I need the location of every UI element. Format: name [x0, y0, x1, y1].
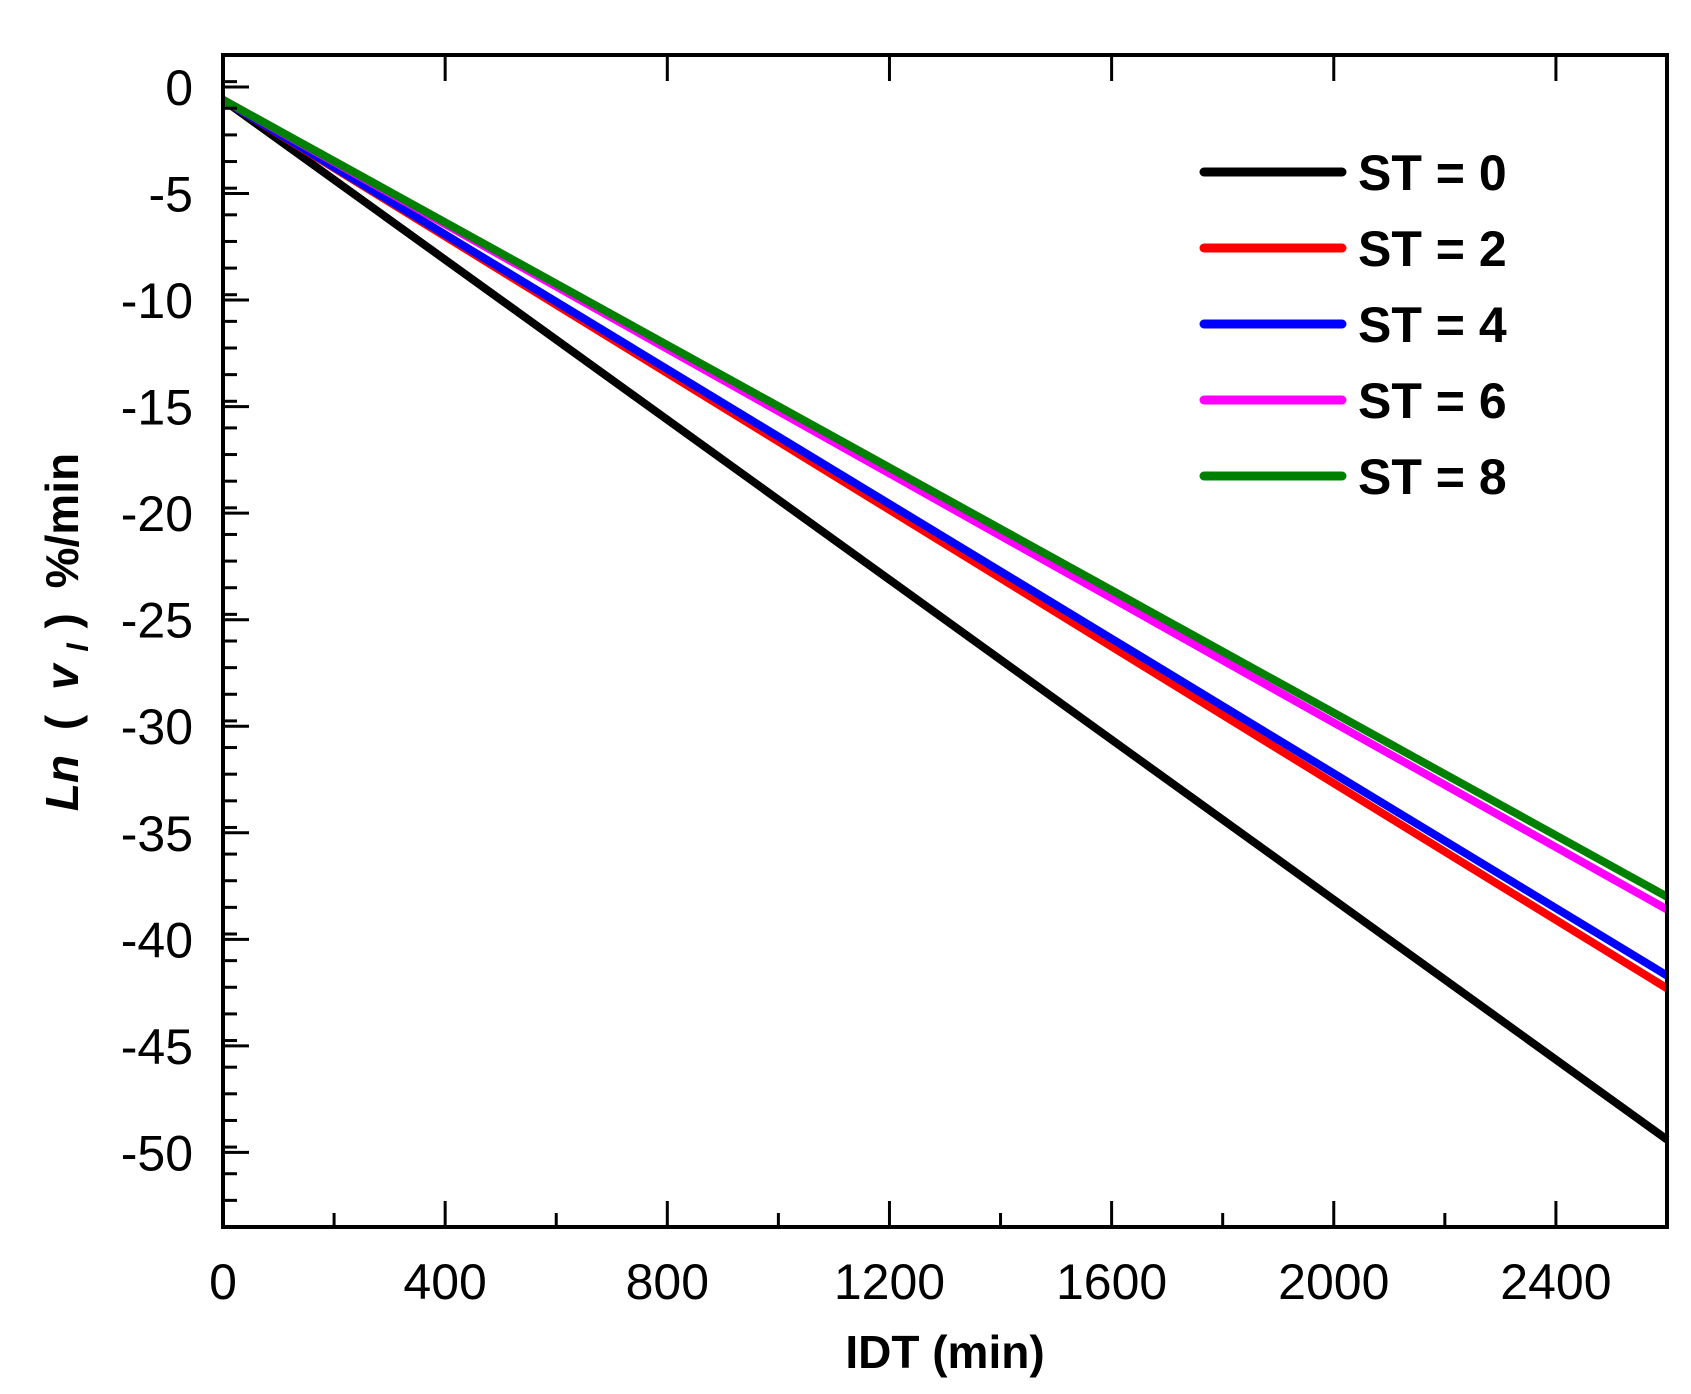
- y-tick-label: -30: [121, 699, 193, 755]
- legend-label-3: ST = 6: [1358, 373, 1507, 429]
- y-axis-title-var: v: [36, 662, 88, 690]
- y-tick-label: -15: [121, 380, 193, 436]
- x-tick-label: 2000: [1278, 1254, 1389, 1310]
- y-tick-label: -50: [121, 1125, 193, 1181]
- legend: ST = 0 ST = 2 ST = 4 ST = 6 ST = 8: [1199, 145, 1507, 505]
- series-line-4: [221, 96, 1669, 901]
- series-line-2: [220, 96, 1670, 979]
- x-tick-labels: 0 400 800 1200 1600 2000 2400: [209, 1254, 1611, 1310]
- legend-label-1: ST = 2: [1358, 221, 1507, 277]
- y-axis-title-open-paren: (: [36, 714, 88, 730]
- x-tick-label: 800: [626, 1254, 709, 1310]
- y-tick-label: -40: [121, 912, 193, 968]
- y-tick-labels: 0 -5 -10 -15 -20 -25 -30 -35 -40 -45 -50: [121, 60, 193, 1181]
- x-tick-label: 400: [403, 1254, 486, 1310]
- legend-label-4: ST = 8: [1358, 449, 1507, 505]
- y-axis-title-subscript: l: [62, 643, 95, 652]
- x-tick-label: 2400: [1500, 1254, 1611, 1310]
- y-tick-label: 0: [165, 60, 193, 116]
- y-tick-label: -5: [149, 167, 193, 223]
- y-axis-title: Ln ( v l ) %/min: [36, 453, 98, 811]
- axis-ticks: [221, 53, 1669, 1229]
- y-tick-label: -35: [121, 806, 193, 862]
- x-tick-label: 1600: [1056, 1254, 1167, 1310]
- y-axis-title-ln: Ln: [36, 755, 88, 811]
- y-tick-label: -25: [121, 593, 193, 649]
- series-layer: [220, 96, 1670, 1143]
- legend-label-0: ST = 0: [1358, 145, 1507, 201]
- legend-label-2: ST = 4: [1358, 297, 1507, 353]
- x-axis-title: IDT (min): [845, 1326, 1044, 1378]
- y-tick-label: -20: [121, 486, 193, 542]
- y-axis-title-unit: %/min: [36, 453, 88, 588]
- y-axis-title-close-paren: ): [36, 613, 88, 628]
- y-tick-label: -45: [121, 1019, 193, 1075]
- y-tick-label: -10: [121, 273, 193, 329]
- x-tick-label: 0: [209, 1254, 237, 1310]
- series-line-0: [220, 96, 1670, 1143]
- x-tick-label: 1200: [834, 1254, 945, 1310]
